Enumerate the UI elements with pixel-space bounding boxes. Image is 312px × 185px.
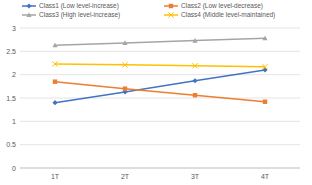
series-line — [55, 38, 265, 45]
grid-line — [20, 121, 300, 122]
marker — [262, 64, 267, 69]
grid-line — [20, 51, 300, 52]
y-range — [20, 28, 21, 168]
y-tick-label: 1.5 — [6, 95, 16, 102]
y-tick-label: 3 — [12, 25, 16, 32]
marker — [52, 100, 57, 105]
y-tick-label: 0.5 — [6, 141, 16, 148]
legend-label: Class3 (High level-increase) — [39, 11, 120, 19]
legend-item: Class3 (High level-increase) — [22, 11, 120, 19]
marker — [193, 93, 197, 97]
x-tick-label: 4T — [261, 173, 270, 180]
legend-label: Class2 (Low level-decrease) — [181, 2, 263, 10]
y-tick-label: 2.5 — [6, 48, 16, 55]
marker — [123, 86, 127, 90]
grid-line — [20, 144, 300, 145]
x-tick-label: 3T — [191, 173, 200, 180]
marker — [192, 63, 197, 68]
grid-line — [20, 98, 300, 99]
chart: 0 0.5 1 1.5 2 2.5 3 1T 2T 3T 4T Class1 (Low level-i… — [0, 0, 312, 185]
legend-item: Class4 (Middle level-maintained) — [164, 11, 275, 19]
legend-item: Class2 (Low level-decrease) — [164, 2, 263, 10]
marker — [192, 38, 197, 43]
legend-label: Class1 (Low level-increase) — [39, 2, 119, 10]
marker — [53, 79, 57, 83]
series-line — [55, 82, 265, 102]
grid-line — [20, 168, 300, 169]
series-line — [55, 64, 265, 67]
x-tick-label: 2T — [121, 173, 130, 180]
grid-line — [20, 28, 300, 29]
marker — [262, 36, 267, 41]
plot-area — [52, 36, 267, 106]
marker — [52, 61, 57, 66]
series-line — [55, 70, 265, 103]
marker — [122, 40, 127, 45]
y-tick-label: 0 — [12, 165, 16, 172]
legend-marker — [168, 12, 173, 17]
marker — [122, 62, 127, 67]
y-tick-label: 1 — [12, 118, 16, 125]
legend-marker — [26, 12, 31, 17]
x-tick-label: 1T — [51, 173, 60, 180]
grid-line — [20, 74, 300, 75]
marker — [192, 78, 197, 83]
x-axis — [20, 168, 300, 169]
legend-marker — [169, 4, 173, 8]
y-tick-label: 2 — [12, 71, 16, 78]
marker — [52, 43, 57, 48]
legend-item: Class1 (Low level-increase) — [22, 2, 119, 10]
marker — [263, 100, 267, 104]
legend-label: Class4 (Middle level-maintained) — [181, 11, 275, 19]
legend-marker — [26, 3, 31, 8]
